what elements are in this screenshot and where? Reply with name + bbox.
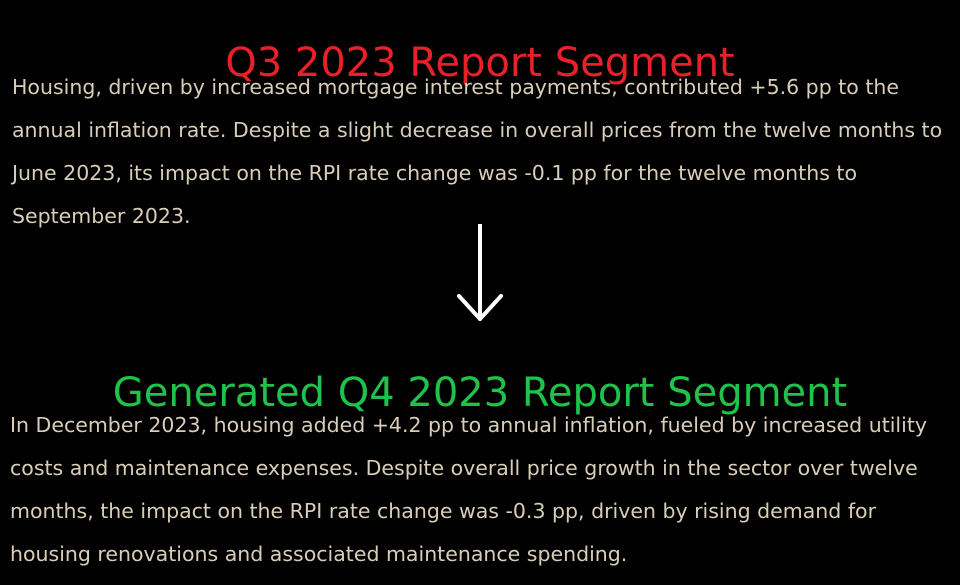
q4-title: Generated Q4 2023 Report Segment: [112, 369, 848, 416]
q3-paragraph: Housing, driven by increased mortgage in…: [12, 75, 943, 228]
q4-paragraph: In December 2023, housing added +4.2 pp …: [10, 413, 927, 566]
down-arrow-icon: [457, 224, 503, 321]
q3-title: Q3 2023 Report Segment: [225, 39, 735, 86]
